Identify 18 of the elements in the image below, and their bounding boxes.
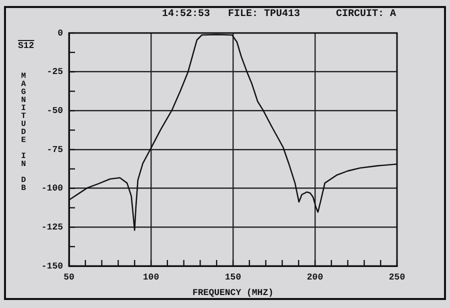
x-tick-label: 250 xyxy=(388,272,406,283)
text: S12 xyxy=(18,41,34,51)
y-tick-label: -150 xyxy=(41,261,63,272)
y-tick-label: 0 xyxy=(58,28,63,38)
text: 14:52:53 xyxy=(162,9,210,20)
y-tick-label: -125 xyxy=(41,222,63,232)
y-tick-label: -100 xyxy=(41,184,63,194)
y-tick-label: -25 xyxy=(46,67,63,78)
x-tick-label: 100 xyxy=(142,272,160,283)
text: FILE: TPU413 xyxy=(228,9,300,20)
text: CIRCUIT: A xyxy=(336,9,396,20)
y-tick-label: -75 xyxy=(46,144,63,155)
x-tick-label: 200 xyxy=(306,272,324,283)
y-tick-label: -50 xyxy=(46,106,63,116)
x-tick-label: 150 xyxy=(224,272,242,283)
x-axis-title: FREQUENCY (MHZ) xyxy=(192,288,274,298)
x-tick-label: 50 xyxy=(64,272,74,283)
y-axis-title: MAGNITUDE IN DB xyxy=(19,72,28,192)
